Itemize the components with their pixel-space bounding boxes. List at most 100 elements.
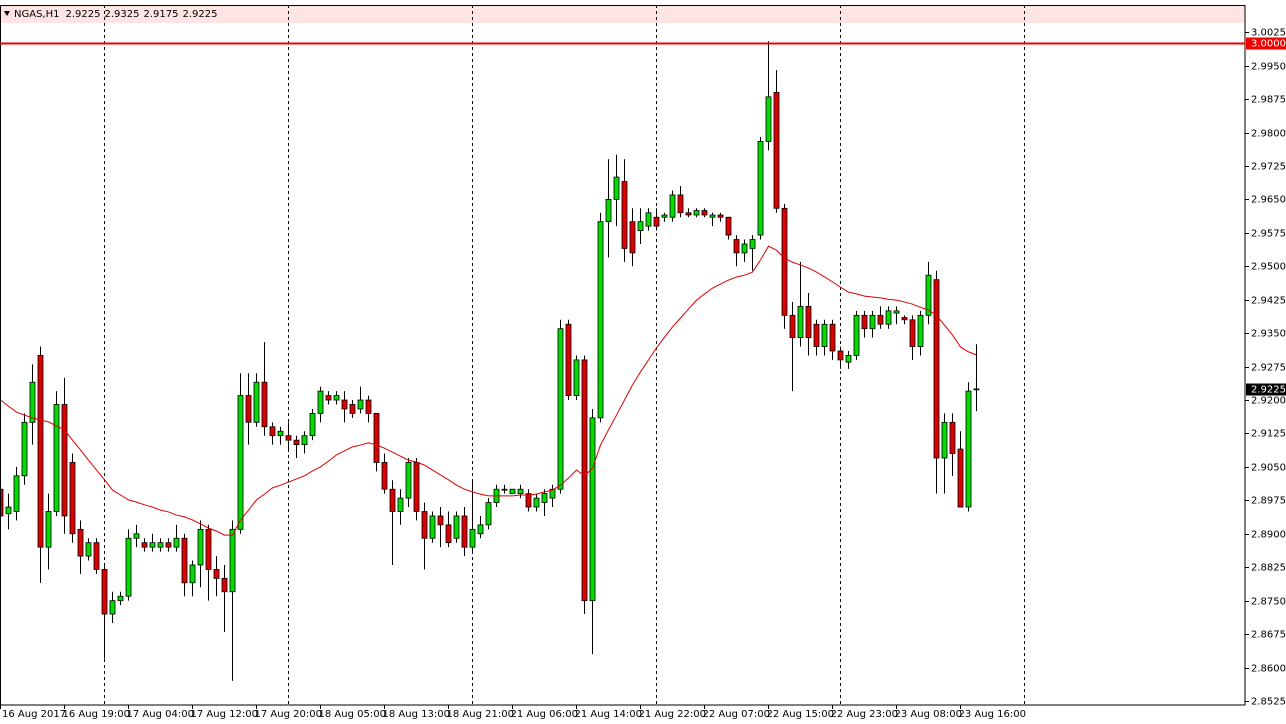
candle-body bbox=[437, 515, 444, 526]
candle-body bbox=[693, 210, 700, 216]
candle-body bbox=[621, 181, 628, 249]
candle-body bbox=[917, 314, 924, 347]
candle-body bbox=[861, 314, 868, 330]
candle-body bbox=[173, 537, 180, 548]
candle-body bbox=[277, 430, 284, 437]
y-tick-label: 2.9275 bbox=[1251, 363, 1286, 374]
candle-body bbox=[637, 221, 644, 232]
candle-body bbox=[205, 528, 212, 570]
candle-body bbox=[37, 355, 44, 548]
y-tick-label: 2.9200 bbox=[1251, 396, 1286, 407]
candle-body bbox=[477, 524, 484, 535]
candle-body bbox=[749, 239, 756, 249]
x-tick-label: 23 Aug 08:00 bbox=[895, 709, 962, 720]
candle-body bbox=[581, 359, 588, 602]
candle-body bbox=[421, 511, 428, 539]
y-tick-label: 2.9725 bbox=[1251, 162, 1286, 173]
candle-body bbox=[821, 323, 828, 347]
header-low: 2.9175 bbox=[143, 9, 178, 20]
candle-body bbox=[245, 395, 252, 423]
candle-body bbox=[877, 314, 884, 325]
candle-body bbox=[685, 212, 692, 216]
candle-body bbox=[869, 314, 876, 330]
x-tick-label: 22 Aug 23:00 bbox=[831, 709, 898, 720]
y-tick-label: 2.8825 bbox=[1251, 563, 1286, 574]
candle-body bbox=[453, 515, 460, 539]
y-tick-label: 2.8675 bbox=[1251, 630, 1286, 641]
header-close: 2.9225 bbox=[182, 9, 217, 20]
candle-body bbox=[837, 350, 844, 361]
header-open: 2.9225 bbox=[65, 9, 100, 20]
candle-body bbox=[701, 210, 708, 216]
candle-body bbox=[333, 395, 340, 401]
x-tick-label: 18 Aug 05:00 bbox=[319, 709, 386, 720]
candle-body bbox=[973, 388, 980, 391]
y-tick-label: 2.9950 bbox=[1251, 62, 1286, 73]
candle-body bbox=[773, 91, 780, 209]
candle-body bbox=[781, 207, 788, 316]
candle-body bbox=[597, 221, 604, 419]
collapse-arrow[interactable] bbox=[4, 11, 10, 16]
candle-body bbox=[141, 542, 148, 548]
candle-body bbox=[813, 323, 820, 347]
candle-body bbox=[805, 306, 812, 339]
x-tick-label: 22 Aug 07:00 bbox=[703, 709, 770, 720]
candle-body bbox=[605, 198, 612, 223]
candle-body bbox=[469, 528, 476, 548]
y-tick-label: 2.9350 bbox=[1251, 329, 1286, 340]
candle-body bbox=[189, 564, 196, 584]
x-tick-label: 23 Aug 16:00 bbox=[959, 709, 1026, 720]
candle-body bbox=[197, 528, 204, 566]
candle-body bbox=[653, 216, 660, 227]
plot bbox=[0, 41, 980, 681]
candle-body bbox=[21, 421, 28, 477]
x-tick-label: 17 Aug 04:00 bbox=[127, 709, 194, 720]
candle-body bbox=[733, 239, 740, 254]
candle-body bbox=[525, 493, 532, 508]
candle-body bbox=[69, 462, 76, 535]
candle-body bbox=[709, 214, 716, 218]
candle-body bbox=[549, 488, 556, 499]
candle-body bbox=[965, 390, 972, 508]
price-label: 2.9225 bbox=[1251, 385, 1286, 396]
candle-body bbox=[397, 497, 404, 512]
candle-body bbox=[357, 399, 364, 410]
candle-body bbox=[517, 488, 524, 495]
candle-body bbox=[229, 528, 236, 593]
candle-body bbox=[29, 381, 36, 423]
candle-body bbox=[957, 448, 964, 508]
candle-body bbox=[405, 462, 412, 499]
candle-body bbox=[741, 243, 748, 254]
y-tick-label: 2.8900 bbox=[1251, 530, 1286, 541]
x-tick-label: 17 Aug 12:00 bbox=[191, 709, 258, 720]
candle-body bbox=[901, 317, 908, 321]
candle-body bbox=[533, 497, 540, 508]
candle-body bbox=[237, 395, 244, 530]
candle-body bbox=[757, 141, 764, 236]
x-tick-label: 21 Aug 06:00 bbox=[511, 709, 578, 720]
plot-frame bbox=[0, 5, 1246, 706]
candle-body bbox=[285, 435, 292, 441]
symbol: NGAS,H1 bbox=[14, 9, 59, 20]
y-tick-label: 2.9800 bbox=[1251, 129, 1286, 140]
candle-body bbox=[445, 524, 452, 544]
candle-body bbox=[269, 426, 276, 437]
y-tick-label: 2.9050 bbox=[1251, 463, 1286, 474]
candle-body bbox=[373, 413, 380, 463]
candle-body bbox=[61, 404, 68, 517]
candle-body bbox=[165, 542, 172, 548]
x-tick-label: 16 Aug 19:00 bbox=[63, 709, 130, 720]
level-label-box bbox=[1246, 37, 1286, 50]
candle-body bbox=[117, 595, 124, 602]
x-tick-label: 22 Aug 15:00 bbox=[767, 709, 834, 720]
y-tick-label: 2.9875 bbox=[1251, 95, 1286, 106]
candle-body bbox=[669, 194, 676, 218]
moving-average bbox=[0, 245, 977, 536]
candle-body bbox=[109, 600, 116, 615]
x-tick-label: 16 Aug 2017 bbox=[2, 709, 66, 720]
level-label: 3.0000 bbox=[1251, 39, 1286, 50]
x-tick-label: 21 Aug 14:00 bbox=[575, 709, 642, 720]
candle-body bbox=[541, 493, 548, 503]
candle-body bbox=[301, 435, 308, 446]
candle-body bbox=[725, 216, 732, 236]
